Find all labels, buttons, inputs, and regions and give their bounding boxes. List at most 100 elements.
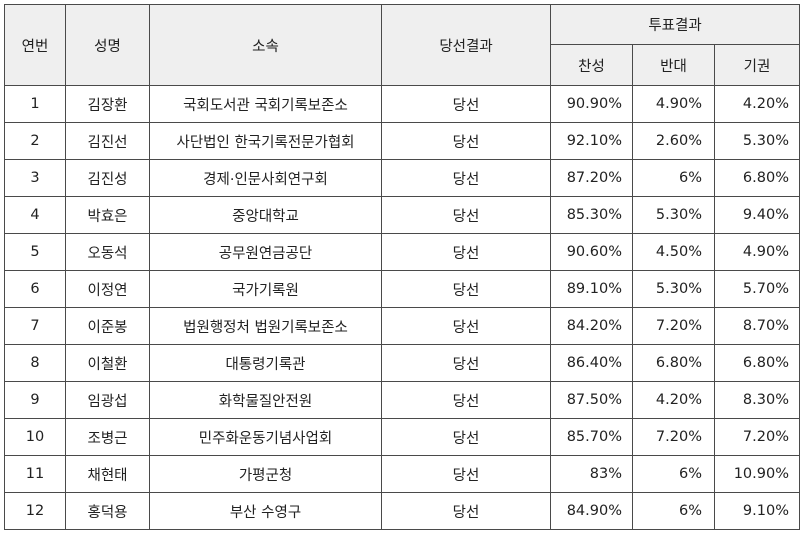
cell-no: 6 bbox=[4, 270, 66, 308]
table-row: 11 채현태 가평군청 당선 83% 6% 10.90% bbox=[4, 455, 800, 493]
col-header-abstain: 기권 bbox=[714, 44, 800, 86]
cell-abstain: 7.20% bbox=[714, 418, 800, 456]
cell-no: 1 bbox=[4, 85, 66, 123]
cell-for: 92.10% bbox=[550, 122, 633, 160]
cell-name: 이정연 bbox=[65, 270, 150, 308]
cell-affiliation: 경제·인문사회연구회 bbox=[149, 159, 382, 197]
col-header-affiliation: 소속 bbox=[149, 4, 382, 86]
cell-result: 당선 bbox=[381, 159, 551, 197]
cell-result: 당선 bbox=[381, 233, 551, 271]
cell-abstain: 8.30% bbox=[714, 381, 800, 419]
cell-no: 10 bbox=[4, 418, 66, 456]
col-header-vote-result: 투표결과 bbox=[550, 4, 800, 45]
cell-name: 조병근 bbox=[65, 418, 150, 456]
cell-for: 83% bbox=[550, 455, 633, 493]
cell-against: 2.60% bbox=[632, 122, 715, 160]
cell-result: 당선 bbox=[381, 196, 551, 234]
table-row: 3 김진성 경제·인문사회연구회 당선 87.20% 6% 6.80% bbox=[4, 159, 800, 197]
header-subrow: 찬성 반대 기권 bbox=[5, 44, 800, 86]
cell-no: 12 bbox=[4, 492, 66, 530]
table-row: 10 조병근 민주화운동기념사업회 당선 85.70% 7.20% 7.20% bbox=[4, 418, 800, 456]
header-row: 연번 성명 소속 당선결과 투표결과 bbox=[4, 4, 800, 86]
cell-name: 김진선 bbox=[65, 122, 150, 160]
cell-affiliation: 중앙대학교 bbox=[149, 196, 382, 234]
cell-affiliation: 대통령기록관 bbox=[149, 344, 382, 382]
cell-affiliation: 공무원연금공단 bbox=[149, 233, 382, 271]
cell-result: 당선 bbox=[381, 122, 551, 160]
table-row: 12 홍덕용 부산 수영구 당선 84.90% 6% 9.10% bbox=[4, 492, 800, 530]
table-row: 1 김장환 국회도서관 국회기록보존소 당선 90.90% 4.90% 4.20% bbox=[4, 85, 800, 123]
cell-against: 4.50% bbox=[632, 233, 715, 271]
cell-against: 6.80% bbox=[632, 344, 715, 382]
cell-result: 당선 bbox=[381, 418, 551, 456]
cell-abstain: 10.90% bbox=[714, 455, 800, 493]
cell-result: 당선 bbox=[381, 270, 551, 308]
cell-abstain: 9.40% bbox=[714, 196, 800, 234]
cell-against: 7.20% bbox=[632, 418, 715, 456]
cell-against: 5.30% bbox=[632, 196, 715, 234]
cell-result: 당선 bbox=[381, 492, 551, 530]
cell-result: 당선 bbox=[381, 307, 551, 345]
cell-abstain: 4.20% bbox=[714, 85, 800, 123]
cell-affiliation: 법원행정처 법원기록보존소 bbox=[149, 307, 382, 345]
cell-against: 4.20% bbox=[632, 381, 715, 419]
cell-against: 5.30% bbox=[632, 270, 715, 308]
table-row: 4 박효은 중앙대학교 당선 85.30% 5.30% 9.40% bbox=[4, 196, 800, 234]
cell-no: 9 bbox=[4, 381, 66, 419]
cell-name: 김장환 bbox=[65, 85, 150, 123]
cell-affiliation: 사단법인 한국기록전문가협회 bbox=[149, 122, 382, 160]
cell-for: 85.70% bbox=[550, 418, 633, 456]
table-row: 7 이준봉 법원행정처 법원기록보존소 당선 84.20% 7.20% 8.70% bbox=[4, 307, 800, 345]
cell-for: 90.90% bbox=[550, 85, 633, 123]
cell-abstain: 8.70% bbox=[714, 307, 800, 345]
col-header-result: 당선결과 bbox=[381, 4, 551, 86]
cell-against: 6% bbox=[632, 455, 715, 493]
cell-affiliation: 화학물질안전원 bbox=[149, 381, 382, 419]
cell-against: 6% bbox=[632, 492, 715, 530]
cell-for: 89.10% bbox=[550, 270, 633, 308]
cell-abstain: 5.30% bbox=[714, 122, 800, 160]
col-header-against: 반대 bbox=[632, 44, 715, 86]
cell-result: 당선 bbox=[381, 344, 551, 382]
cell-abstain: 6.80% bbox=[714, 159, 800, 197]
cell-affiliation: 가평군청 bbox=[149, 455, 382, 493]
cell-affiliation: 부산 수영구 bbox=[149, 492, 382, 530]
cell-result: 당선 bbox=[381, 455, 551, 493]
cell-no: 8 bbox=[4, 344, 66, 382]
cell-name: 이철환 bbox=[65, 344, 150, 382]
cell-name: 박효은 bbox=[65, 196, 150, 234]
cell-affiliation: 민주화운동기념사업회 bbox=[149, 418, 382, 456]
cell-no: 5 bbox=[4, 233, 66, 271]
cell-no: 4 bbox=[4, 196, 66, 234]
cell-abstain: 6.80% bbox=[714, 344, 800, 382]
col-header-name: 성명 bbox=[65, 4, 150, 86]
table-row: 5 오동석 공무원연금공단 당선 90.60% 4.50% 4.90% bbox=[4, 233, 800, 271]
cell-no: 7 bbox=[4, 307, 66, 345]
cell-name: 오동석 bbox=[65, 233, 150, 271]
cell-for: 84.20% bbox=[550, 307, 633, 345]
col-header-no: 연번 bbox=[4, 4, 66, 86]
cell-abstain: 9.10% bbox=[714, 492, 800, 530]
cell-result: 당선 bbox=[381, 381, 551, 419]
cell-result: 당선 bbox=[381, 85, 551, 123]
cell-for: 86.40% bbox=[550, 344, 633, 382]
table-row: 9 임광섭 화학물질안전원 당선 87.50% 4.20% 8.30% bbox=[4, 381, 800, 419]
vote-result-table: 연번 성명 소속 당선결과 투표결과 찬성 반대 기권 1 김장환 국회도서관 국회… bbox=[4, 4, 800, 530]
cell-no: 11 bbox=[4, 455, 66, 493]
cell-for: 87.50% bbox=[550, 381, 633, 419]
cell-against: 7.20% bbox=[632, 307, 715, 345]
cell-affiliation: 국가기록원 bbox=[149, 270, 382, 308]
table-body: 1 김장환 국회도서관 국회기록보존소 당선 90.90% 4.90% 4.20% 2 김진선 사… bbox=[4, 85, 800, 530]
cell-for: 90.60% bbox=[550, 233, 633, 271]
cell-for: 85.30% bbox=[550, 196, 633, 234]
table-row: 2 김진선 사단법인 한국기록전문가협회 당선 92.10% 2.60% 5.30% bbox=[4, 122, 800, 160]
cell-for: 87.20% bbox=[550, 159, 633, 197]
cell-affiliation: 국회도서관 국회기록보존소 bbox=[149, 85, 382, 123]
cell-against: 6% bbox=[632, 159, 715, 197]
cell-against: 4.90% bbox=[632, 85, 715, 123]
col-header-for: 찬성 bbox=[550, 44, 633, 86]
table-row: 8 이철환 대통령기록관 당선 86.40% 6.80% 6.80% bbox=[4, 344, 800, 382]
cell-name: 홍덕용 bbox=[65, 492, 150, 530]
cell-name: 김진성 bbox=[65, 159, 150, 197]
cell-no: 3 bbox=[4, 159, 66, 197]
